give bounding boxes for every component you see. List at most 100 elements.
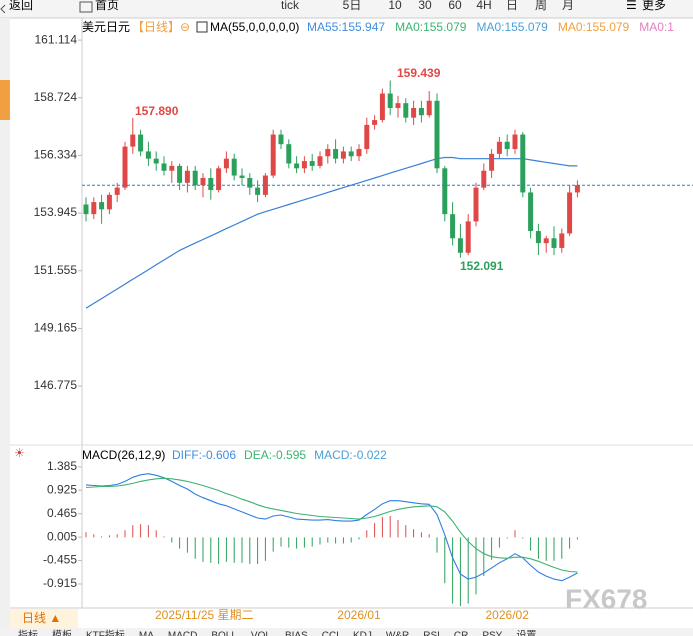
back-button[interactable]: 返回 xyxy=(9,0,33,12)
watermark: FX678 xyxy=(565,583,648,614)
indicator-tab[interactable]: 指标 xyxy=(18,629,38,636)
period-button[interactable]: 5日 xyxy=(343,0,362,12)
legend-entry: MA55:155.947 xyxy=(307,20,385,34)
candle-body xyxy=(379,93,385,121)
chart-title: 美元日元 xyxy=(82,20,130,34)
period-button[interactable]: tick xyxy=(281,0,300,12)
y-tick-label: -0.915 xyxy=(43,576,77,590)
macd-line xyxy=(85,473,578,582)
y-tick-label: 0.465 xyxy=(47,506,77,520)
x-tick-label: 2026/01 xyxy=(337,608,381,622)
y-tick-label: 0.925 xyxy=(47,482,77,496)
indicator-tab[interactable]: W&R xyxy=(386,631,409,636)
indicator-tab[interactable]: VOL xyxy=(251,631,271,636)
period-button[interactable]: 月 xyxy=(562,0,574,12)
y-tick-label: -0.455 xyxy=(43,553,77,567)
indicator-tab[interactable]: 模板 xyxy=(52,629,72,636)
period-button[interactable]: 60 xyxy=(448,0,462,12)
candle-body xyxy=(512,134,518,150)
settings-icon[interactable]: ☀ xyxy=(14,446,25,460)
candle-body xyxy=(567,192,573,234)
footer-period[interactable]: 日线 ▲ xyxy=(22,611,61,625)
indicator-tab[interactable]: RSI xyxy=(423,631,440,636)
legend-entry: MA0:155.079 xyxy=(476,20,548,34)
period-button[interactable]: 4H xyxy=(476,0,491,12)
low-annotation: 152.091 xyxy=(460,259,504,273)
home-icon[interactable] xyxy=(79,1,93,13)
candle-body xyxy=(83,204,89,215)
candle-body xyxy=(426,100,432,116)
menu-icon[interactable]: ☰ xyxy=(626,0,637,12)
period-label: 【日线】 xyxy=(132,20,180,34)
candle-body xyxy=(356,149,362,157)
indicator-tab[interactable]: MA xyxy=(139,631,154,636)
period-button[interactable]: 10 xyxy=(388,0,402,12)
peak-annotation: 159.439 xyxy=(397,66,441,80)
back-icon[interactable] xyxy=(0,4,6,14)
y-tick-label: 149.165 xyxy=(34,321,78,335)
macd-label: DEA:-0.595 xyxy=(244,448,306,462)
candle-body xyxy=(496,141,502,154)
candle-body xyxy=(99,202,105,210)
y-tick-label: 158.724 xyxy=(34,90,78,104)
y-tick-label: 161.114 xyxy=(35,32,78,46)
candle-body xyxy=(411,107,417,118)
macd-label: MACD:-0.022 xyxy=(314,448,387,462)
candle-body xyxy=(325,149,331,157)
period-button[interactable]: 周 xyxy=(535,0,547,12)
candle-body xyxy=(278,134,284,145)
candle-body xyxy=(192,170,198,186)
candle-body xyxy=(403,103,409,118)
indicator-tab[interactable]: KTF指标 xyxy=(86,629,125,636)
legend-entry: MA0:155.079 xyxy=(395,20,467,34)
indicator-tab[interactable]: CCI xyxy=(322,631,339,636)
candle-body xyxy=(130,134,136,147)
indicator-tab[interactable]: PSY xyxy=(482,631,502,636)
candle-body xyxy=(169,165,175,171)
side-tabs[interactable] xyxy=(0,18,10,636)
candle-body xyxy=(138,134,144,152)
side-tab-active[interactable] xyxy=(0,80,10,120)
candle-body xyxy=(333,149,339,159)
candle-body xyxy=(535,231,541,244)
candle-body xyxy=(184,170,190,183)
candle-body xyxy=(574,185,580,193)
indicator-tab[interactable]: KDJ xyxy=(353,631,372,636)
period-button[interactable]: 日 xyxy=(506,0,518,12)
period-button[interactable]: 30 xyxy=(418,0,432,12)
period-icon[interactable]: ⊖ xyxy=(180,20,190,34)
candle-body xyxy=(481,170,487,188)
candle-body xyxy=(114,187,120,195)
candle-body xyxy=(450,214,456,239)
candle-body xyxy=(122,146,128,188)
indicator-label: MA(55,0,0,0,0,0) xyxy=(210,20,299,34)
indicator-tab[interactable]: 设置 xyxy=(516,630,536,636)
indicator-tab[interactable]: CR xyxy=(454,631,468,636)
indicator-icon[interactable] xyxy=(196,21,208,33)
candle-body xyxy=(528,192,534,232)
candle-body xyxy=(200,177,206,186)
candle-body xyxy=(231,158,237,176)
period-box[interactable] xyxy=(10,609,78,628)
candle-body xyxy=(465,221,471,253)
candle-body xyxy=(457,238,463,253)
y-tick-label: 0.005 xyxy=(47,529,77,543)
candle-body xyxy=(223,158,229,169)
candle-body xyxy=(208,177,214,191)
more-button[interactable]: 更多 xyxy=(642,0,666,12)
candle-body xyxy=(489,153,495,171)
indicator-tab[interactable]: BOLL xyxy=(211,631,237,636)
y-tick-label: 153.945 xyxy=(34,205,78,219)
x-tick-label: 2026/02 xyxy=(486,608,530,622)
candle-body xyxy=(177,165,183,183)
candle-body xyxy=(434,100,440,169)
indicator-tab[interactable]: BIAS xyxy=(285,631,308,636)
candle-body xyxy=(294,163,300,169)
indicator-tab[interactable]: MACD xyxy=(168,631,197,636)
candle-body xyxy=(442,168,448,215)
home-button[interactable]: 首页 xyxy=(95,0,119,12)
candle-body xyxy=(372,120,378,125)
candle-body xyxy=(301,161,307,169)
